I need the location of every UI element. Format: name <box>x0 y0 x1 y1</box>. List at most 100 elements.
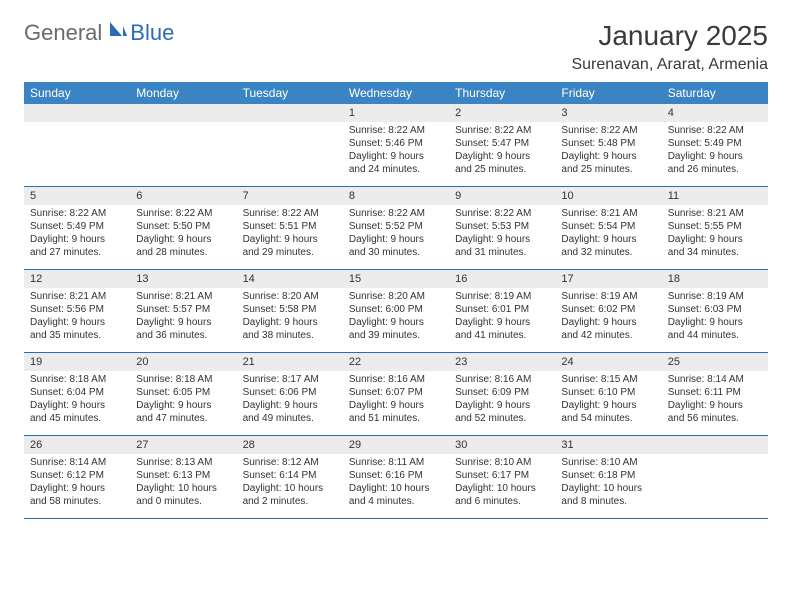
day-body: Sunrise: 8:14 AMSunset: 6:12 PMDaylight:… <box>24 454 130 512</box>
day-line: Sunrise: 8:10 AM <box>455 456 549 469</box>
day-line: Daylight: 9 hours <box>668 399 762 412</box>
day-body: Sunrise: 8:10 AMSunset: 6:17 PMDaylight:… <box>449 454 555 512</box>
day-line: and 25 minutes. <box>561 163 655 176</box>
day-line: Sunrise: 8:22 AM <box>668 124 762 137</box>
day-body: Sunrise: 8:19 AMSunset: 6:03 PMDaylight:… <box>662 288 768 346</box>
day-number: 6 <box>130 187 236 205</box>
location: Surenavan, Ararat, Armenia <box>571 56 768 74</box>
day-body: Sunrise: 8:22 AMSunset: 5:46 PMDaylight:… <box>343 122 449 180</box>
logo-text-general: General <box>24 20 102 46</box>
day-line: Daylight: 9 hours <box>243 316 337 329</box>
day-line: Sunrise: 8:21 AM <box>668 207 762 220</box>
day-line: Daylight: 9 hours <box>455 316 549 329</box>
day-line: Daylight: 9 hours <box>243 233 337 246</box>
month-title: January 2025 <box>571 20 768 52</box>
day-body: Sunrise: 8:22 AMSunset: 5:49 PMDaylight:… <box>662 122 768 180</box>
day-line: Daylight: 9 hours <box>455 399 549 412</box>
day-cell: 14Sunrise: 8:20 AMSunset: 5:58 PMDayligh… <box>237 270 343 352</box>
day-line: Sunset: 6:09 PM <box>455 386 549 399</box>
day-number: 17 <box>555 270 661 288</box>
day-line: Sunset: 5:53 PM <box>455 220 549 233</box>
day-body: Sunrise: 8:18 AMSunset: 6:04 PMDaylight:… <box>24 371 130 429</box>
day-body: Sunrise: 8:15 AMSunset: 6:10 PMDaylight:… <box>555 371 661 429</box>
day-line: and 35 minutes. <box>30 329 124 342</box>
day-line: and 54 minutes. <box>561 412 655 425</box>
day-body: Sunrise: 8:11 AMSunset: 6:16 PMDaylight:… <box>343 454 449 512</box>
day-line: Sunrise: 8:16 AM <box>349 373 443 386</box>
day-number: 2 <box>449 104 555 122</box>
day-line: Sunrise: 8:18 AM <box>30 373 124 386</box>
day-line: Sunrise: 8:14 AM <box>30 456 124 469</box>
day-header: Monday <box>130 82 236 104</box>
day-line: Sunrise: 8:22 AM <box>561 124 655 137</box>
day-line: and 4 minutes. <box>349 495 443 508</box>
day-line: Sunrise: 8:19 AM <box>455 290 549 303</box>
day-body: Sunrise: 8:12 AMSunset: 6:14 PMDaylight:… <box>237 454 343 512</box>
day-line: Sunset: 6:14 PM <box>243 469 337 482</box>
day-cell: 21Sunrise: 8:17 AMSunset: 6:06 PMDayligh… <box>237 353 343 435</box>
logo-text-blue: Blue <box>130 20 174 46</box>
day-line: Sunset: 6:04 PM <box>30 386 124 399</box>
day-cell: 1Sunrise: 8:22 AMSunset: 5:46 PMDaylight… <box>343 104 449 186</box>
day-cell: 8Sunrise: 8:22 AMSunset: 5:52 PMDaylight… <box>343 187 449 269</box>
day-header: Saturday <box>662 82 768 104</box>
day-header: Tuesday <box>237 82 343 104</box>
day-body: Sunrise: 8:10 AMSunset: 6:18 PMDaylight:… <box>555 454 661 512</box>
day-line: and 51 minutes. <box>349 412 443 425</box>
day-line: Sunrise: 8:14 AM <box>668 373 762 386</box>
day-line: and 8 minutes. <box>561 495 655 508</box>
day-line: Sunrise: 8:11 AM <box>349 456 443 469</box>
day-cell <box>662 436 768 518</box>
day-body <box>237 122 343 128</box>
day-cell: 18Sunrise: 8:19 AMSunset: 6:03 PMDayligh… <box>662 270 768 352</box>
day-number: 8 <box>343 187 449 205</box>
day-line: and 24 minutes. <box>349 163 443 176</box>
day-body: Sunrise: 8:21 AMSunset: 5:54 PMDaylight:… <box>555 205 661 263</box>
day-line: Sunrise: 8:22 AM <box>455 207 549 220</box>
day-number: 26 <box>24 436 130 454</box>
day-line: Daylight: 9 hours <box>668 150 762 163</box>
day-number: 4 <box>662 104 768 122</box>
calendar: Sunday Monday Tuesday Wednesday Thursday… <box>0 82 792 519</box>
day-body: Sunrise: 8:16 AMSunset: 6:07 PMDaylight:… <box>343 371 449 429</box>
day-line: and 52 minutes. <box>455 412 549 425</box>
day-line: Daylight: 9 hours <box>349 399 443 412</box>
day-number: 12 <box>24 270 130 288</box>
day-line: Daylight: 9 hours <box>30 399 124 412</box>
day-cell: 22Sunrise: 8:16 AMSunset: 6:07 PMDayligh… <box>343 353 449 435</box>
day-line: Sunset: 6:05 PM <box>136 386 230 399</box>
day-line: Daylight: 9 hours <box>349 233 443 246</box>
day-number: 18 <box>662 270 768 288</box>
day-cell: 13Sunrise: 8:21 AMSunset: 5:57 PMDayligh… <box>130 270 236 352</box>
day-line: Sunset: 6:10 PM <box>561 386 655 399</box>
day-cell: 3Sunrise: 8:22 AMSunset: 5:48 PMDaylight… <box>555 104 661 186</box>
day-header: Thursday <box>449 82 555 104</box>
day-line: Sunrise: 8:12 AM <box>243 456 337 469</box>
day-cell: 29Sunrise: 8:11 AMSunset: 6:16 PMDayligh… <box>343 436 449 518</box>
day-line: and 30 minutes. <box>349 246 443 259</box>
day-line: Daylight: 9 hours <box>561 316 655 329</box>
week-row: 19Sunrise: 8:18 AMSunset: 6:04 PMDayligh… <box>24 353 768 436</box>
day-number: 24 <box>555 353 661 371</box>
day-line: and 34 minutes. <box>668 246 762 259</box>
day-line: and 26 minutes. <box>668 163 762 176</box>
title-block: January 2025 Surenavan, Ararat, Armenia <box>571 20 768 74</box>
week-row: 12Sunrise: 8:21 AMSunset: 5:56 PMDayligh… <box>24 270 768 353</box>
day-body: Sunrise: 8:22 AMSunset: 5:51 PMDaylight:… <box>237 205 343 263</box>
day-number: 28 <box>237 436 343 454</box>
day-cell: 27Sunrise: 8:13 AMSunset: 6:13 PMDayligh… <box>130 436 236 518</box>
day-number: 9 <box>449 187 555 205</box>
day-line: Sunrise: 8:19 AM <box>561 290 655 303</box>
day-line: Sunset: 5:51 PM <box>243 220 337 233</box>
day-line: Daylight: 10 hours <box>136 482 230 495</box>
day-line: Sunrise: 8:21 AM <box>136 290 230 303</box>
day-body: Sunrise: 8:16 AMSunset: 6:09 PMDaylight:… <box>449 371 555 429</box>
day-number: 14 <box>237 270 343 288</box>
day-line: Daylight: 9 hours <box>243 399 337 412</box>
day-body: Sunrise: 8:22 AMSunset: 5:53 PMDaylight:… <box>449 205 555 263</box>
day-line: and 42 minutes. <box>561 329 655 342</box>
day-line: and 31 minutes. <box>455 246 549 259</box>
day-line: Sunrise: 8:20 AM <box>349 290 443 303</box>
day-line: Daylight: 10 hours <box>349 482 443 495</box>
day-line: Sunrise: 8:22 AM <box>30 207 124 220</box>
